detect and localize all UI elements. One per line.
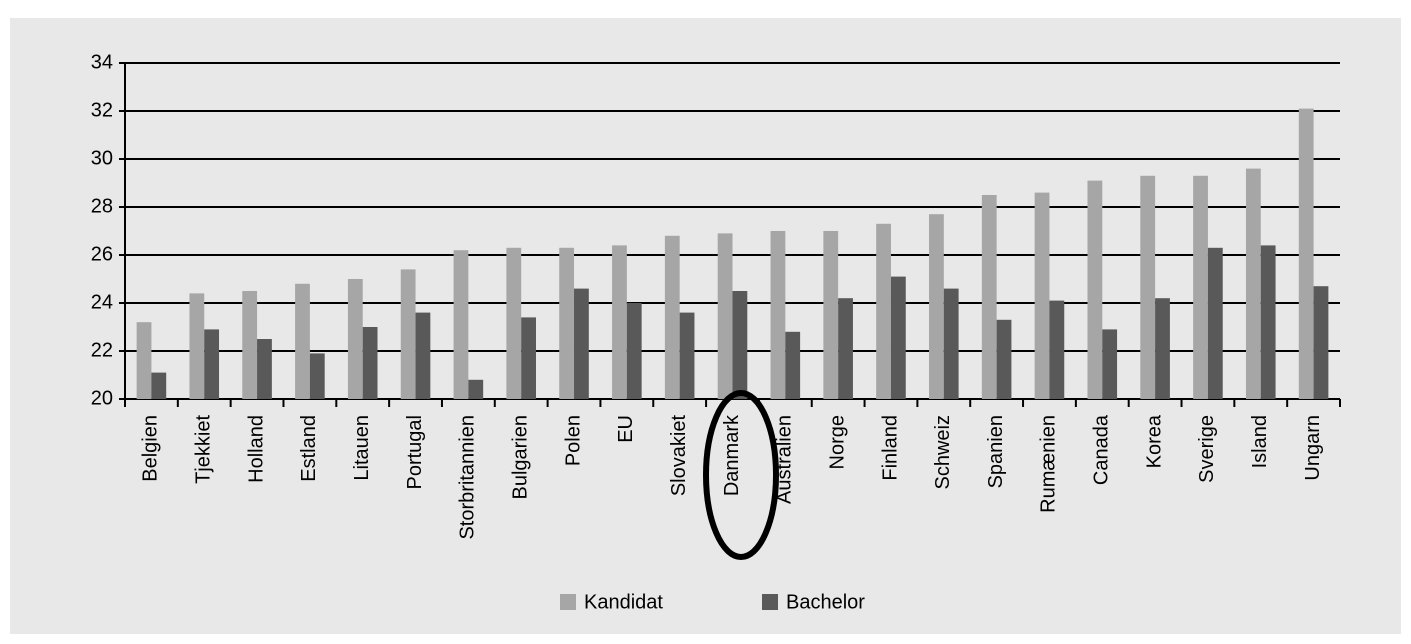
- x-tick-label: Tjekkiet: [193, 415, 215, 484]
- bar: [1034, 192, 1050, 399]
- x-tick-label: EU: [615, 415, 637, 443]
- y-tick-label: 28: [91, 195, 113, 217]
- bar: [242, 291, 258, 399]
- highlight-ellipse: [703, 390, 779, 560]
- x-tick-label: Finland: [879, 415, 901, 481]
- legend-swatch: [762, 594, 778, 610]
- bar: [1140, 175, 1156, 399]
- y-tick-label: 20: [91, 387, 113, 409]
- bar: [876, 223, 891, 399]
- bar: [626, 303, 642, 399]
- x-tick-label: Canada: [1091, 414, 1113, 485]
- legend-label: Bachelor: [786, 591, 865, 613]
- x-tick-label: Spanien: [985, 415, 1007, 488]
- bar: [1298, 108, 1314, 399]
- x-tick-label: Rumænien: [1038, 415, 1060, 513]
- bar: [996, 319, 1012, 399]
- bar: [770, 231, 786, 399]
- bar: [1087, 180, 1103, 399]
- bar: [257, 339, 272, 399]
- bar: [929, 214, 944, 399]
- bar: [189, 293, 205, 399]
- y-tick-label: 34: [91, 51, 113, 73]
- bar: [1193, 175, 1208, 399]
- y-tick-label: 26: [91, 243, 113, 265]
- bar: [151, 372, 167, 399]
- legend-label: Kandidat: [584, 591, 663, 613]
- bar: [1260, 245, 1276, 399]
- bar: [1102, 329, 1118, 399]
- x-tick-label: Ungarn: [1302, 415, 1324, 481]
- bar: [521, 317, 536, 399]
- bar: [574, 288, 589, 399]
- legend-swatch: [560, 594, 576, 610]
- bar: [1313, 286, 1329, 399]
- bar: [1155, 298, 1170, 399]
- bar: [785, 331, 801, 399]
- x-tick-label: Norge: [826, 415, 848, 469]
- bar: [679, 312, 695, 399]
- bar: [204, 329, 220, 399]
- bar: [347, 279, 363, 399]
- x-tick-label: Sverige: [1196, 415, 1218, 483]
- bar: [400, 269, 416, 399]
- x-tick-label: Belgien: [140, 415, 162, 482]
- y-tick-label: 24: [91, 291, 113, 313]
- bar: [136, 322, 152, 399]
- bar: [890, 276, 906, 399]
- x-tick-label: Bulgarien: [509, 415, 531, 500]
- bar: [943, 288, 959, 399]
- bar: [717, 233, 733, 399]
- bar: [295, 283, 310, 399]
- x-tick-label: Portugal: [404, 415, 426, 490]
- bar: [664, 235, 680, 399]
- x-tick-label: Slovakiet: [668, 415, 690, 497]
- bar: [1245, 168, 1261, 399]
- x-tick-label: Korea: [1143, 414, 1165, 468]
- bar: [559, 247, 575, 399]
- x-tick-label: Estland: [298, 415, 320, 482]
- bar: [506, 247, 522, 399]
- x-tick-label: Storbritannien: [457, 415, 479, 540]
- bar: [612, 245, 627, 399]
- bar: [415, 312, 431, 399]
- bar: [362, 327, 378, 399]
- bar: [838, 298, 853, 399]
- x-tick-label: Schweiz: [932, 415, 954, 489]
- x-tick-label: Polen: [562, 415, 584, 466]
- bar: [1207, 247, 1223, 399]
- bar: [309, 353, 325, 399]
- y-tick-label: 30: [91, 147, 113, 169]
- bar: [732, 291, 748, 399]
- x-tick-label: Holland: [245, 415, 267, 483]
- bar: [1049, 300, 1065, 399]
- y-tick-label: 22: [91, 339, 113, 361]
- bar: [823, 231, 839, 399]
- x-tick-label: Danmark: [721, 414, 743, 496]
- y-tick-label: 32: [91, 99, 113, 121]
- x-tick-label: Island: [1249, 415, 1271, 468]
- x-tick-label: Australien: [774, 415, 796, 504]
- bar: [468, 379, 484, 399]
- bar: [453, 250, 469, 399]
- x-tick-label: Litauen: [351, 415, 373, 481]
- bar: [981, 195, 997, 399]
